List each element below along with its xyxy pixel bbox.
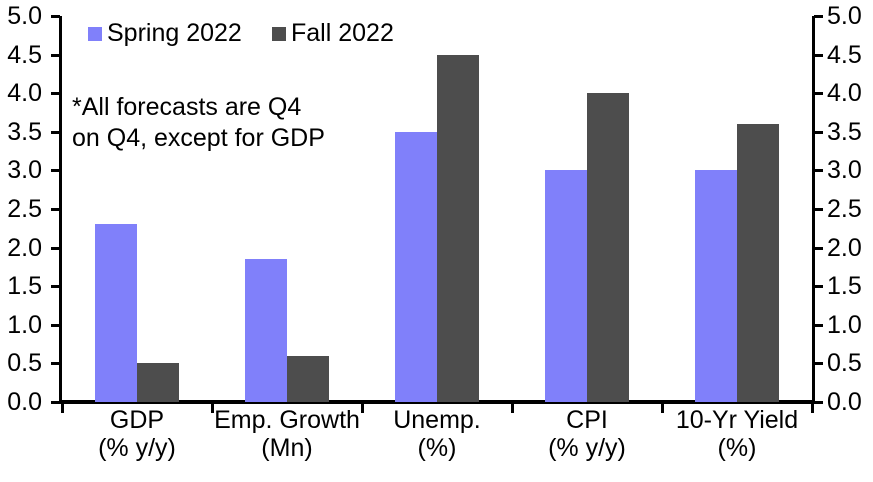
y-axis-label-right: 0.5 bbox=[827, 349, 862, 378]
x-tick bbox=[61, 404, 64, 413]
y-axis-label-right: 1.0 bbox=[827, 310, 862, 339]
y-axis-label-left: 3.5 bbox=[7, 117, 42, 146]
y-axis-label-left: 0.0 bbox=[7, 388, 42, 416]
x-tick bbox=[811, 404, 814, 413]
y-axis-label-right: 1.5 bbox=[827, 272, 862, 301]
category-name: Unemp. bbox=[393, 406, 481, 434]
y-tick-right bbox=[814, 285, 823, 289]
category-unit: (%) bbox=[417, 434, 457, 462]
y-axis-label-left: 3.0 bbox=[7, 156, 42, 185]
y-tick-left bbox=[51, 92, 60, 96]
y-tick-right bbox=[814, 15, 823, 18]
y-tick-left bbox=[51, 15, 60, 18]
y-axis-label-right: 2.5 bbox=[827, 195, 862, 223]
y-tick-right bbox=[814, 53, 823, 57]
y-axis-label-right: 3.0 bbox=[827, 156, 862, 185]
y-tick-right bbox=[814, 362, 823, 366]
y-axis-label-right: 0.0 bbox=[827, 388, 862, 416]
y-tick-left bbox=[51, 130, 60, 134]
y-axis-label-right: 3.5 bbox=[827, 117, 862, 146]
x-tick bbox=[211, 404, 214, 413]
legend-swatch-fall-2022 bbox=[272, 27, 286, 41]
x-category-label: 10-Yr Yield (%) bbox=[662, 406, 812, 462]
y-tick-left bbox=[51, 53, 60, 57]
y-tick-right bbox=[814, 92, 823, 96]
legend-label-spring-2022: Spring 2022 bbox=[107, 19, 242, 47]
annotation-line-1: *All forecasts are Q4 bbox=[72, 93, 302, 121]
category-unit: (% y/y) bbox=[98, 434, 176, 462]
y-axis-left bbox=[59, 16, 62, 404]
category-unit: (Mn) bbox=[261, 434, 313, 462]
y-axis-label-left: 4.0 bbox=[7, 79, 42, 108]
bar-fall-2022-gdp bbox=[137, 363, 179, 402]
x-axis bbox=[59, 400, 815, 404]
y-tick-right bbox=[814, 130, 823, 134]
category-unit: (% y/y) bbox=[548, 434, 626, 462]
y-tick-left bbox=[51, 246, 60, 250]
y-tick-left bbox=[51, 323, 60, 327]
y-axis-label-right: 5.0 bbox=[827, 2, 862, 30]
y-axis-label-left: 1.5 bbox=[7, 272, 42, 301]
category-name: Emp. Growth bbox=[214, 406, 360, 434]
y-tick-right bbox=[814, 208, 823, 211]
y-tick-right bbox=[814, 323, 823, 327]
legend-swatch-spring-2022 bbox=[88, 27, 102, 41]
x-tick bbox=[511, 404, 514, 413]
y-axis-label-right: 2.0 bbox=[827, 233, 862, 262]
bar-spring-2022-unemp- bbox=[395, 131, 437, 402]
y-axis-label-right: 4.5 bbox=[827, 40, 862, 69]
y-tick-left bbox=[51, 169, 60, 173]
y-axis-label-left: 0.5 bbox=[7, 349, 42, 378]
y-axis-label-left: 2.5 bbox=[7, 195, 42, 223]
bar-spring-2022-cpi bbox=[545, 170, 587, 402]
y-axis-label-left: 5.0 bbox=[7, 2, 42, 30]
x-tick bbox=[661, 404, 664, 413]
x-category-label: Unemp. (%) bbox=[362, 406, 512, 462]
bar-spring-2022-emp-growth bbox=[245, 259, 287, 402]
bar-spring-2022-10-yr-yield bbox=[695, 170, 737, 402]
y-axis-label-left: 4.5 bbox=[7, 40, 42, 69]
x-tick bbox=[361, 404, 364, 413]
y-axis-label-left: 1.0 bbox=[7, 310, 42, 339]
category-unit: (%) bbox=[717, 434, 757, 462]
bar-fall-2022-emp-growth bbox=[287, 355, 329, 402]
y-tick-right bbox=[814, 401, 823, 404]
category-name: CPI bbox=[566, 406, 608, 434]
x-category-label: Emp. Growth (Mn) bbox=[212, 406, 362, 462]
y-tick-left bbox=[51, 285, 60, 289]
y-tick-right bbox=[814, 246, 823, 250]
bar-fall-2022-unemp- bbox=[437, 54, 479, 402]
y-axis-label-left: 2.0 bbox=[7, 233, 42, 262]
bar-spring-2022-gdp bbox=[95, 224, 137, 402]
y-axis-right bbox=[812, 16, 815, 404]
y-tick-left bbox=[51, 208, 60, 211]
y-tick-left bbox=[51, 362, 60, 366]
y-tick-right bbox=[814, 169, 823, 173]
category-name: 10-Yr Yield bbox=[675, 406, 799, 434]
x-category-label: GDP (% y/y) bbox=[62, 406, 212, 462]
chart-annotation: *All forecasts are Q4 on Q4, except for … bbox=[72, 92, 325, 154]
y-axis-label-right: 4.0 bbox=[827, 79, 862, 108]
x-category-label: CPI (% y/y) bbox=[512, 406, 662, 462]
category-name: GDP bbox=[109, 406, 165, 434]
bar-fall-2022-10-yr-yield bbox=[737, 124, 779, 402]
y-tick-left bbox=[51, 401, 60, 404]
bar-fall-2022-cpi bbox=[587, 93, 629, 402]
annotation-line-2: on Q4, except for GDP bbox=[72, 124, 325, 152]
legend-label-fall-2022: Fall 2022 bbox=[291, 19, 394, 47]
